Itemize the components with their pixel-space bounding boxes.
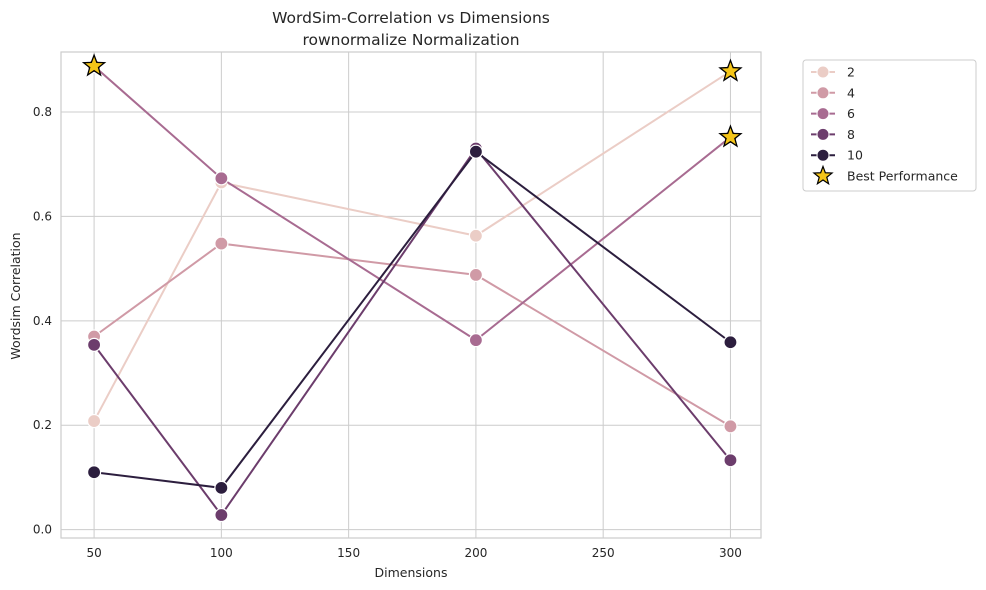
x-tick-label: 50 — [86, 546, 101, 560]
y-tick-label: 0.2 — [33, 418, 52, 432]
data-point — [723, 335, 738, 350]
x-tick-label: 250 — [592, 546, 615, 560]
plot-area — [60, 51, 762, 539]
data-point — [214, 236, 229, 251]
y-tick-label: 0.8 — [33, 105, 52, 119]
legend-label: Best Performance — [847, 169, 958, 184]
data-point — [468, 267, 484, 283]
best-performance-star — [81, 53, 107, 77]
y-tick-label: 0.6 — [33, 209, 52, 223]
chart-subtitle: rownormalize Normalization — [302, 31, 519, 49]
series-6 — [86, 58, 738, 348]
legend-marker — [816, 86, 830, 100]
legend-star — [812, 164, 834, 186]
y-tick-label: 0.0 — [33, 523, 52, 537]
series-line — [93, 150, 732, 489]
chart-title: WordSim-Correlation vs Dimensions — [272, 9, 550, 27]
best-performance-markers — [81, 53, 743, 148]
data-point — [214, 171, 229, 186]
legend-label: 8 — [847, 127, 855, 142]
legend-label: 2 — [847, 65, 855, 80]
series-4 — [86, 236, 738, 434]
grid — [61, 52, 761, 538]
legend-entry: 2 — [811, 65, 855, 80]
legend-marker — [816, 127, 830, 141]
legend-marker — [816, 148, 830, 162]
legend-entry-best: Best Performance — [812, 164, 958, 186]
x-tick-label: 100 — [210, 546, 233, 560]
series-lines — [86, 58, 738, 523]
series-8 — [86, 141, 738, 523]
legend-frame — [802, 59, 977, 192]
data-point — [86, 413, 102, 429]
data-point — [214, 507, 229, 523]
x-tick-label: 200 — [464, 546, 487, 560]
axis-ticks: 50 100 150 200 250 300 0.0 0.2 0.4 0.6 0.8 — [33, 105, 742, 560]
legend-marker — [816, 65, 830, 79]
data-point — [214, 480, 229, 495]
legend-label: 4 — [847, 85, 855, 100]
y-tick-label: 0.4 — [33, 314, 52, 328]
legend: 2 4 6 8 10 Best Performance — [802, 59, 977, 192]
series-line — [93, 65, 732, 342]
legend-entry: 8 — [811, 127, 855, 142]
best-performance-star — [718, 58, 743, 82]
legend-marker — [816, 107, 830, 121]
x-tick-label: 300 — [719, 546, 742, 560]
x-tick-label: 150 — [337, 546, 360, 560]
legend-entry: 4 — [811, 85, 855, 100]
data-point — [468, 228, 484, 243]
series-10 — [86, 144, 738, 495]
data-point — [468, 333, 484, 348]
data-point — [86, 337, 102, 352]
data-point — [468, 144, 484, 159]
series-line — [93, 70, 731, 422]
legend-entry: 10 — [811, 148, 863, 163]
data-point — [723, 453, 738, 468]
x-axis-label: Dimensions — [375, 565, 448, 580]
legend-label: 6 — [847, 106, 855, 121]
data-point — [86, 465, 102, 480]
series-line — [93, 146, 732, 517]
legend-entry: 6 — [811, 106, 855, 121]
best-performance-star — [718, 124, 743, 148]
y-axis-label: Wordsim Correlation — [8, 232, 23, 359]
legend-label: 10 — [847, 148, 863, 163]
data-point — [723, 419, 738, 434]
